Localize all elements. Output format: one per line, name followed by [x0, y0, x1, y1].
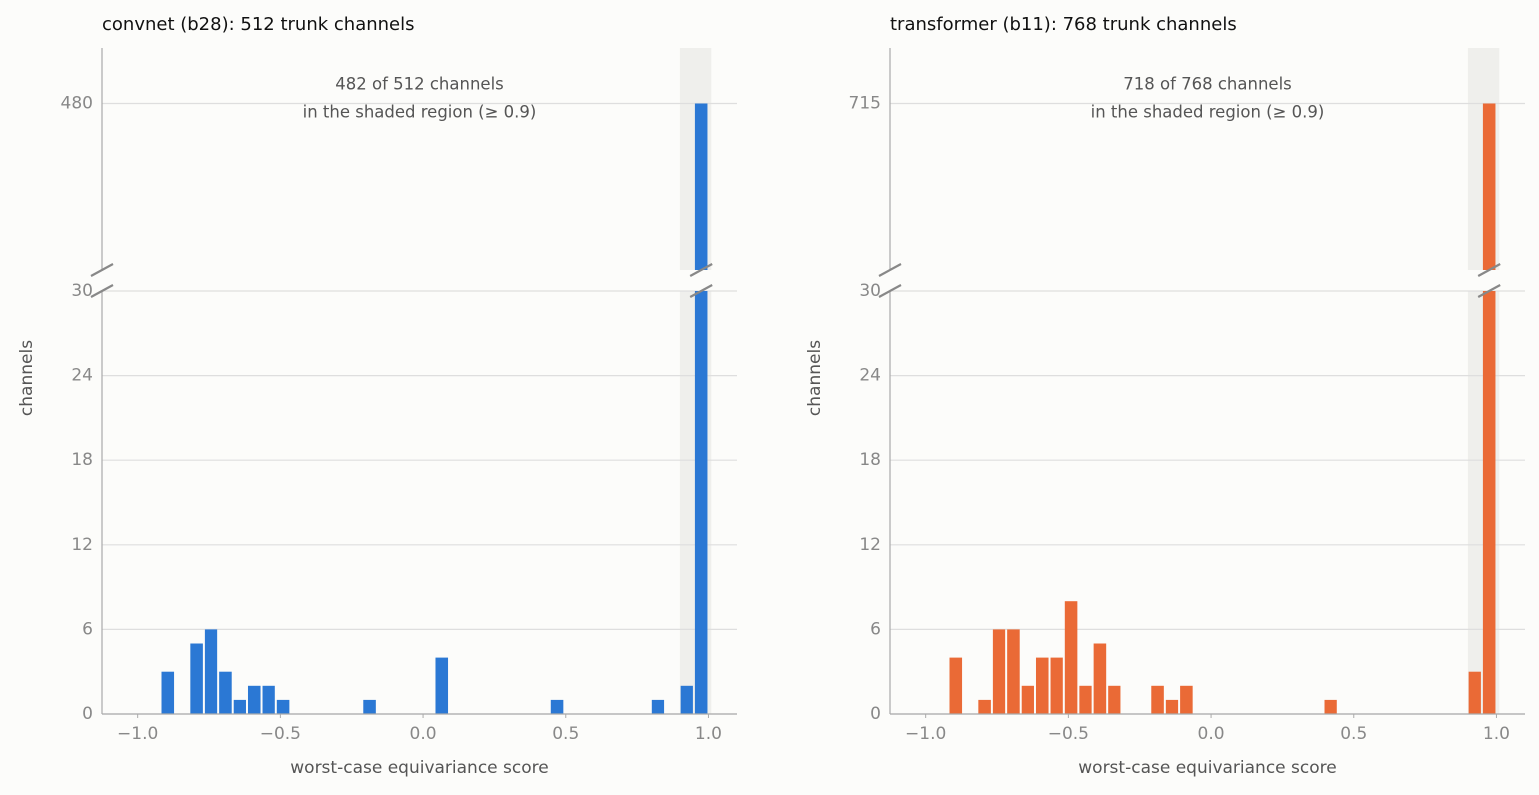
bar — [949, 657, 963, 714]
axis-break — [689, 284, 713, 298]
bar — [694, 103, 708, 270]
axis-break — [689, 263, 713, 277]
bar — [992, 629, 1006, 714]
y-tick-label: 0 — [82, 704, 93, 724]
bar — [1165, 699, 1179, 714]
panel-title: convnet (b28): 512 trunk channels — [102, 14, 415, 35]
bar — [276, 699, 290, 714]
y-tick-label: 30 — [859, 281, 881, 301]
y-axis-label: channels — [805, 340, 825, 416]
bar — [1468, 671, 1481, 714]
bar — [219, 671, 232, 714]
x-tick-label: −1.0 — [117, 724, 158, 744]
bar — [190, 643, 203, 714]
y-tick-label: 6 — [82, 619, 93, 639]
y-tick-label: 480 — [61, 94, 93, 114]
bar — [694, 291, 708, 714]
y-axis-label: channels — [17, 340, 37, 416]
bar — [680, 685, 693, 714]
lower-bars — [161, 291, 708, 714]
bar — [204, 629, 218, 714]
y-tick-label: 6 — [870, 619, 881, 639]
x-tick-label: 1.0 — [1483, 724, 1510, 744]
y-tick-label: 24 — [71, 366, 93, 386]
bar — [1180, 685, 1193, 714]
panel-title: transformer (b11): 768 trunk channels — [890, 14, 1237, 35]
y-tick-label: 24 — [859, 366, 881, 386]
x-tick-label: −0.5 — [260, 724, 301, 744]
y-tick-label: 30 — [71, 281, 93, 301]
annotation: in the shaded region (≥ 0.9) — [303, 103, 537, 122]
annotation: 718 of 768 channels — [1123, 75, 1292, 94]
bar — [1007, 629, 1020, 714]
axis-break — [1477, 284, 1501, 298]
x-axis-label: worst-case equivariance score — [290, 758, 548, 778]
y-tick-label: 18 — [859, 450, 881, 470]
bar — [1021, 685, 1034, 714]
x-tick-label: 1.0 — [695, 724, 722, 744]
bar — [435, 657, 449, 714]
top-bars — [694, 103, 708, 270]
bar — [978, 699, 991, 714]
bar — [1050, 657, 1063, 714]
bar — [363, 699, 376, 714]
bar — [247, 685, 261, 714]
bar — [262, 685, 275, 714]
annotation: in the shaded region (≥ 0.9) — [1091, 103, 1325, 122]
y-tick-label: 715 — [849, 94, 881, 114]
bar — [1035, 657, 1049, 714]
bar — [233, 699, 246, 714]
bar — [161, 671, 175, 714]
bar — [1324, 699, 1337, 714]
x-tick-label: 0.5 — [1340, 724, 1367, 744]
bar — [1151, 685, 1164, 714]
axis-break — [1477, 263, 1501, 277]
bar — [550, 699, 564, 714]
axis-break — [90, 284, 114, 298]
lower-bars — [949, 291, 1496, 714]
bar — [651, 699, 665, 714]
bar — [1093, 643, 1107, 714]
x-tick-label: 0.0 — [410, 724, 437, 744]
y-tick-label: 0 — [870, 704, 881, 724]
x-tick-label: −1.0 — [905, 724, 946, 744]
x-tick-label: 0.5 — [552, 724, 579, 744]
axis-break — [878, 263, 902, 277]
y-tick-label: 18 — [71, 450, 93, 470]
axis-break — [878, 284, 902, 298]
y-tick-label: 12 — [71, 535, 93, 555]
y-tick-label: 12 — [859, 535, 881, 555]
annotation: 482 of 512 channels — [335, 75, 504, 94]
bar — [1108, 685, 1121, 714]
bar — [1482, 291, 1496, 714]
x-axis-label: worst-case equivariance score — [1078, 758, 1336, 778]
bar — [1079, 685, 1092, 714]
axis-break — [90, 263, 114, 277]
x-tick-label: 0.0 — [1198, 724, 1225, 744]
top-bars — [1482, 103, 1496, 270]
bar — [1064, 601, 1078, 714]
x-tick-label: −0.5 — [1048, 724, 1089, 744]
bar — [1482, 103, 1496, 270]
